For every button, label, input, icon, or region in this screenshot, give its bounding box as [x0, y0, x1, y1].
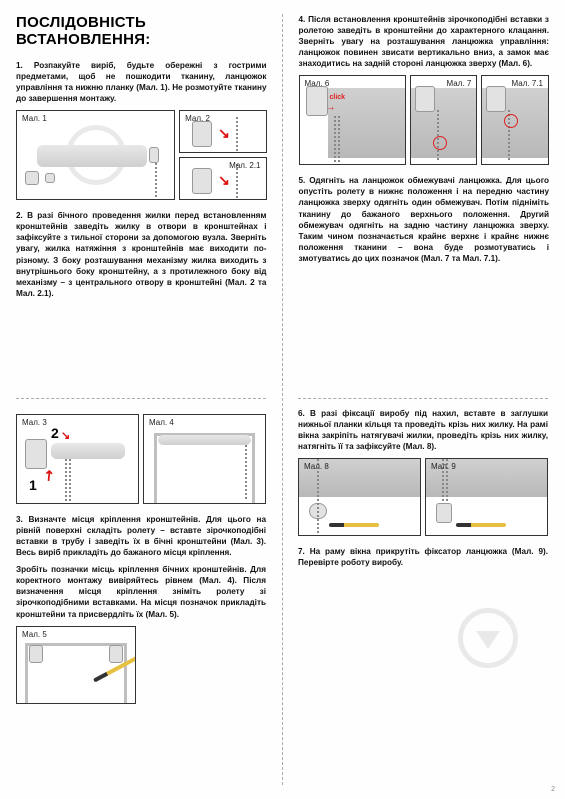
part-shape [149, 147, 159, 163]
step-5-text: 5. Одягніть на ланцюжок обмежувачі ланцю… [299, 175, 550, 264]
bracket-shape [306, 86, 328, 116]
page-title: Послідовність встановлення: [16, 14, 267, 48]
chain-shape [334, 116, 336, 162]
figure-9: Мал. 9 [425, 458, 548, 536]
arrow-icon: → [326, 102, 336, 113]
roller-shape [37, 145, 147, 167]
fig-row-2: Мал. 3 1 2 ↗ ↘ Мал. 4 [16, 414, 266, 504]
fig-3-label: Мал. 3 [22, 418, 47, 427]
figure-1: Мал. 1 [16, 110, 175, 200]
step-6-text: 6. В разі фіксації виробу під нахил, вст… [298, 408, 548, 452]
watermark-icon [458, 608, 518, 668]
chain-shape [338, 116, 340, 162]
figure-2: Мал. 2 ↘ [179, 110, 266, 153]
fig-7-label: Мал. 7 [447, 79, 472, 88]
num-2: 2 [51, 425, 59, 441]
screwdriver-icon [329, 523, 379, 527]
red-circle-icon [433, 136, 447, 150]
fig-1-label: Мал. 1 [22, 114, 47, 123]
step-3b-text: Зробіть позначки місць кріплення бічних … [16, 564, 266, 619]
fig-row-3: Мал. 5 [16, 626, 266, 704]
roller-shape [51, 443, 125, 459]
bracket-shape [192, 121, 212, 147]
chain-shape [65, 459, 67, 501]
step-3a-text: 3. Визначте місця кріплення кронштейнів.… [16, 514, 266, 558]
fig-9-label: Мал. 9 [431, 462, 456, 471]
page-number: 2 [551, 786, 555, 793]
fig-4-label: Мал. 4 [149, 418, 174, 427]
fixator-shape [436, 503, 452, 523]
figure-6: Мал. 6 click → [299, 75, 406, 165]
figure-4: Мал. 4 [143, 414, 266, 504]
fig-71-label: Мал. 7.1 [512, 79, 543, 88]
fig-row-1: Мал. 1 Мал. 2 ↘ Мал. 2.1 ↘ [16, 110, 267, 200]
chain-shape [155, 163, 157, 197]
part-shape [45, 173, 55, 183]
chain-shape [245, 445, 247, 501]
click-label: click [330, 94, 346, 101]
figure-8: Мал. 8 [298, 458, 421, 536]
bracket-shape [25, 171, 39, 185]
figure-2-1: Мал. 2.1 ↘ [179, 157, 266, 200]
left-lower: Мал. 3 1 2 ↗ ↘ Мал. 4 3. Визначте місця … [16, 408, 266, 714]
arrow-icon: ↘ [61, 429, 70, 442]
hline [16, 398, 266, 399]
arrow-icon: ↘ [218, 172, 230, 189]
hline [298, 398, 548, 399]
line-shape [236, 117, 238, 151]
bracket-shape [29, 645, 43, 663]
figure-7-1: Мал. 7.1 [481, 75, 549, 165]
fig-6-label: Мал. 6 [305, 79, 330, 88]
roller-shape [158, 435, 251, 445]
bracket-shape [25, 439, 47, 469]
right-lower: 6. В разі фіксації виробу під нахил, вст… [298, 408, 548, 574]
fig-row-4: Мал. 6 click → Мал. 7 Мал. 7.1 [299, 75, 550, 165]
figure-5: Мал. 5 [16, 626, 136, 704]
figure-7: Мал. 7 [410, 75, 478, 165]
bracket-shape [192, 168, 212, 194]
fig-row-5: Мал. 8 Мал. 9 [298, 458, 548, 536]
num-1: 1 [29, 477, 37, 493]
bracket-shape [486, 86, 506, 112]
chain-shape [69, 459, 71, 501]
fig-5-label: Мал. 5 [22, 630, 47, 639]
fig-21-label: Мал. 2.1 [229, 161, 260, 170]
step-1-text: 1. Розпакуйте виріб, будьте обережні з г… [16, 60, 267, 104]
right-column: 4. Після встановлення кронштейнів зірочк… [283, 0, 565, 799]
step-2-text: 2. В разі бічного проведення жилки перед… [16, 210, 267, 299]
step-4-text: 4. Після встановлення кронштейнів зірочк… [299, 14, 550, 69]
screwdriver-icon [456, 523, 506, 527]
fig-2-label: Мал. 2 [185, 114, 210, 123]
figure-3: Мал. 3 1 2 ↗ ↘ [16, 414, 139, 504]
arrow-icon: ↘ [218, 125, 230, 142]
bracket-shape [109, 645, 123, 663]
bracket-shape [415, 86, 435, 112]
fig-8-label: Мал. 8 [304, 462, 329, 471]
step-7-text: 7. На раму вікна прикрутіть фіксатор лан… [298, 546, 548, 568]
fig-2-stack: Мал. 2 ↘ Мал. 2.1 ↘ [179, 110, 266, 200]
